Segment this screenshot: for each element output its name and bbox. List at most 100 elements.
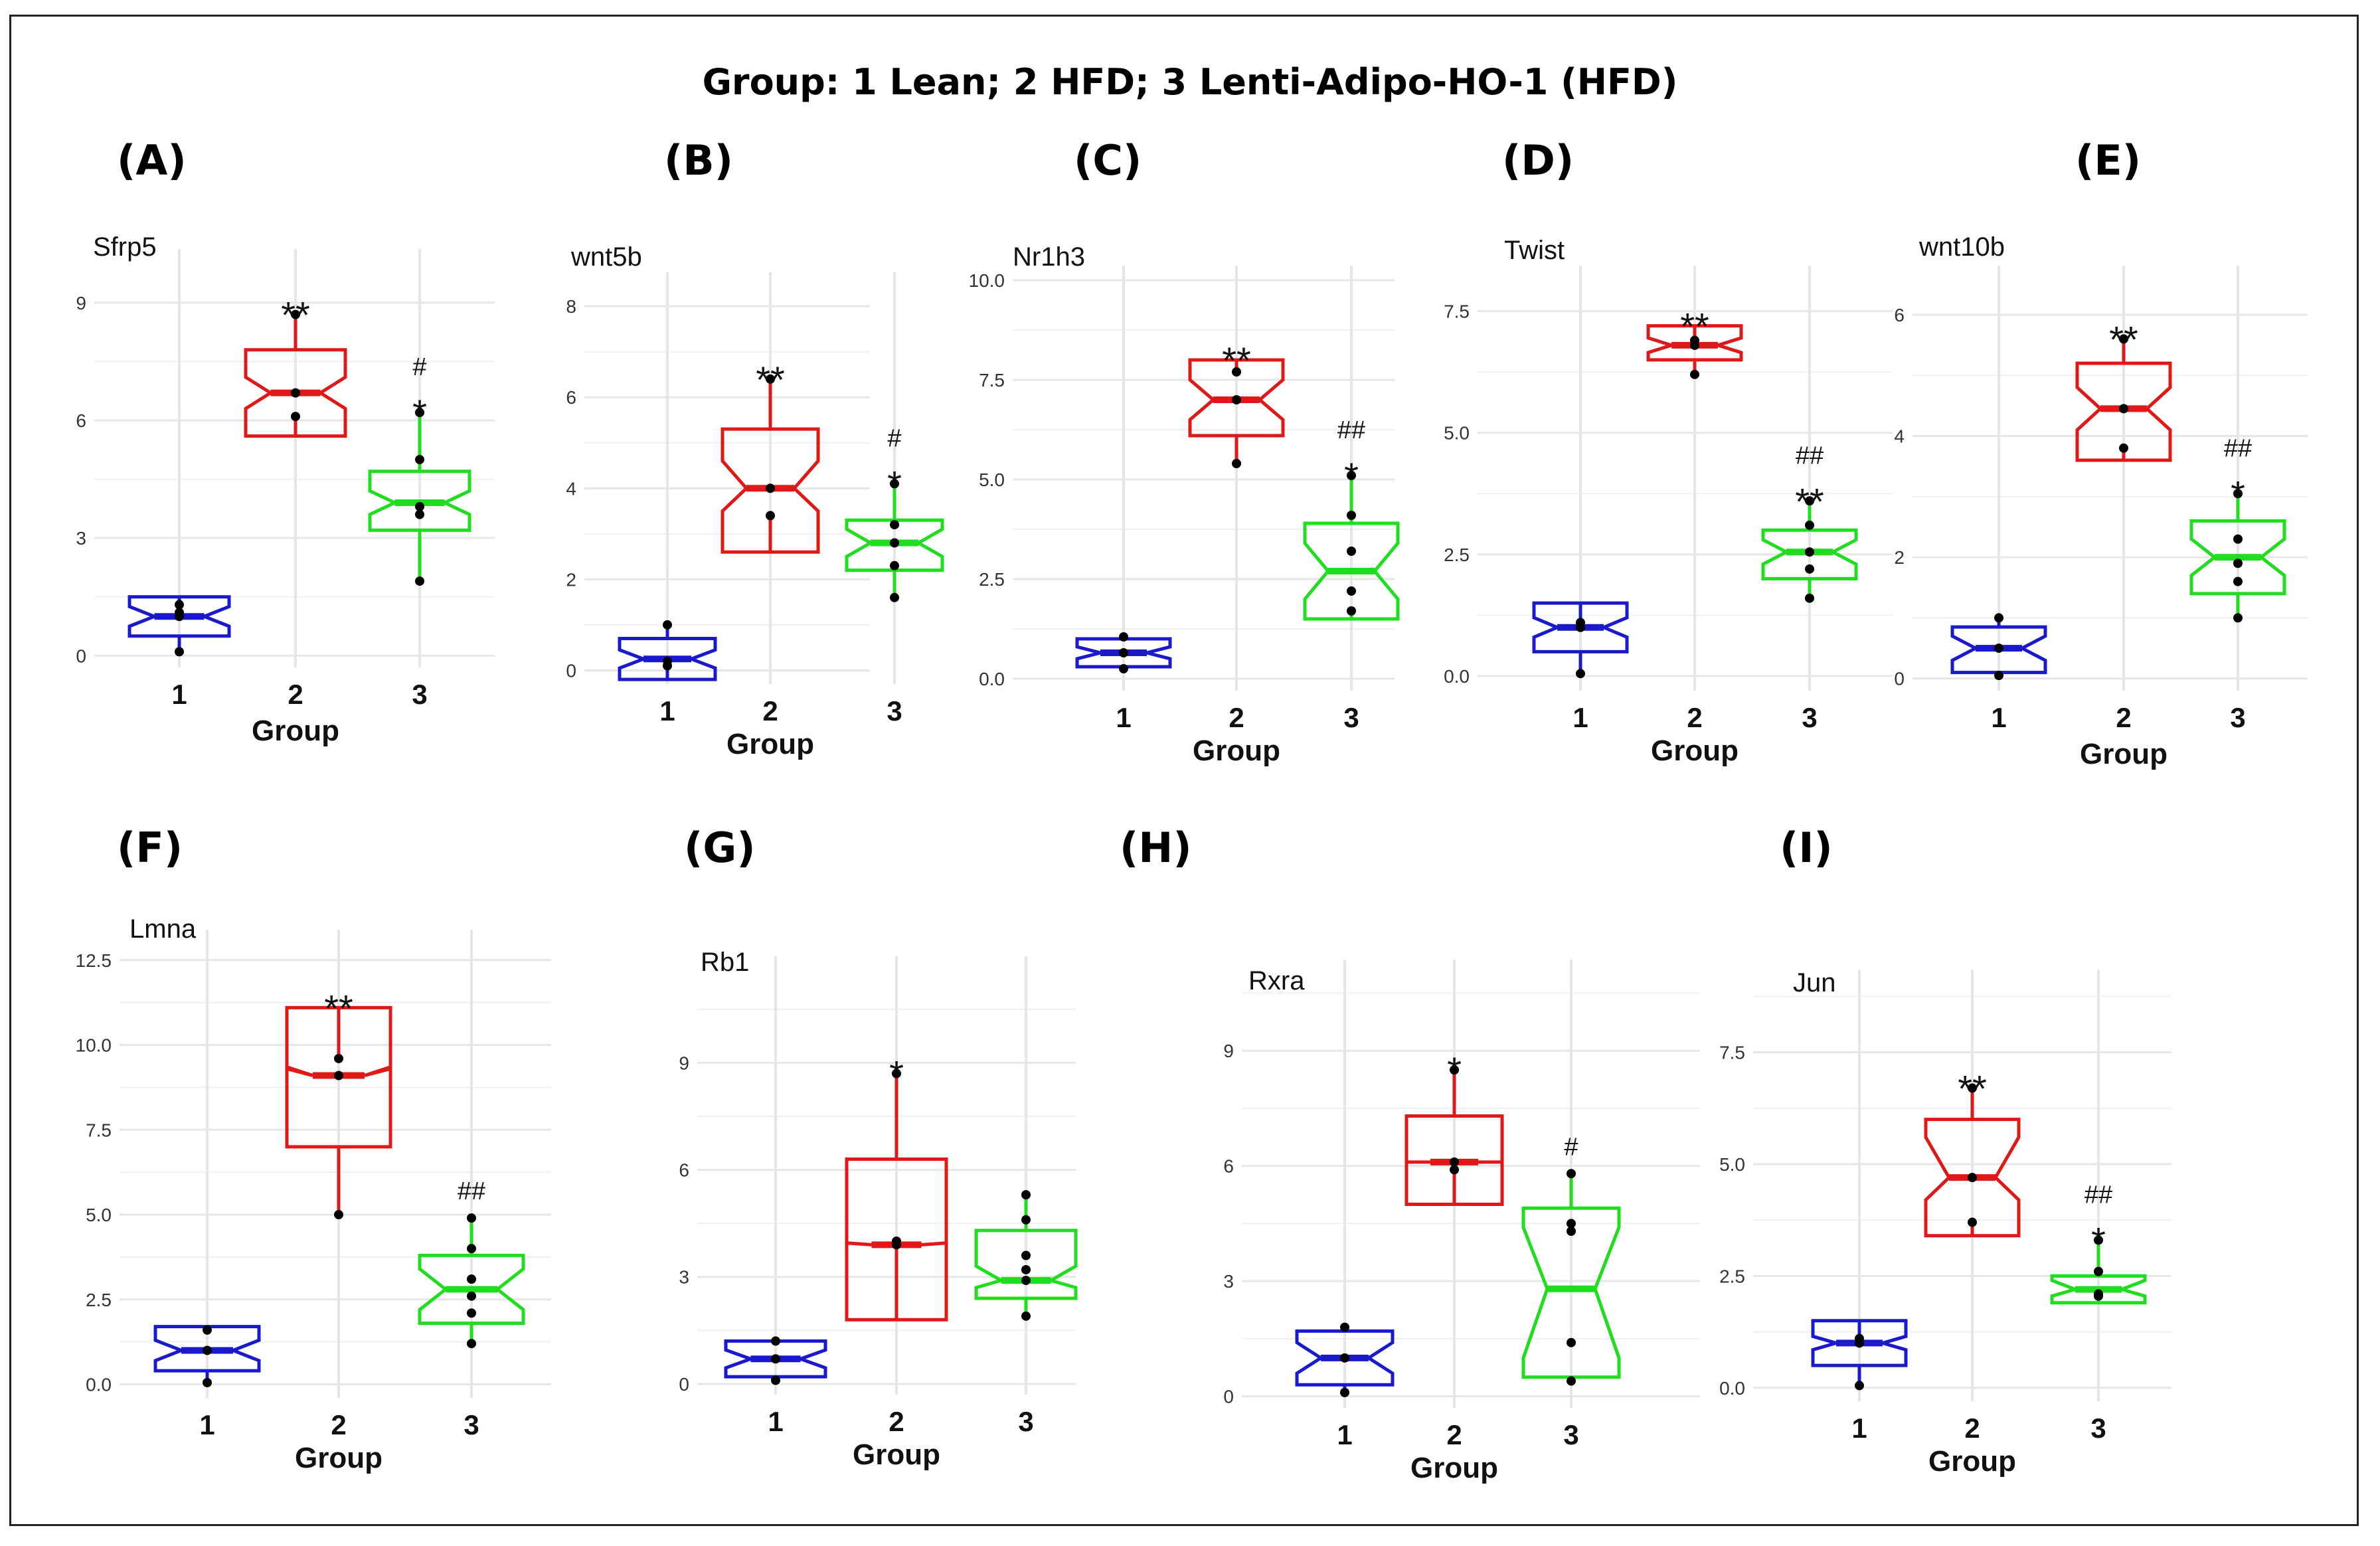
y-tick-label: 7.5 <box>1444 301 1470 322</box>
data-point <box>203 1378 212 1388</box>
figure-frame <box>9 15 2359 1526</box>
plot-title: wnt5b <box>570 242 642 272</box>
notched-box <box>845 1157 948 1322</box>
data-point <box>890 560 899 570</box>
y-tick-label: 5.0 <box>979 470 1005 490</box>
significance-star: ** <box>1680 305 1709 347</box>
x-tick-label: 2 <box>288 679 303 710</box>
y-tick-label: 6 <box>566 387 576 408</box>
data-point <box>1690 369 1699 379</box>
plot-title: Twist <box>1504 236 1565 265</box>
y-tick-label: 2.5 <box>979 569 1005 590</box>
y-tick-label: 5.0 <box>86 1205 112 1225</box>
data-point <box>467 1339 476 1349</box>
plot-title: Lmna <box>129 914 197 944</box>
notched-box <box>1521 1206 1621 1379</box>
data-point <box>415 455 424 465</box>
data-point <box>2119 404 2128 414</box>
y-tick-label: 8 <box>566 296 576 317</box>
notched-box <box>1295 1329 1395 1387</box>
data-point <box>1347 547 1356 556</box>
data-point <box>1567 1219 1576 1229</box>
x-axis-label: Group <box>726 728 814 760</box>
data-point <box>890 592 899 602</box>
y-tick-label: 0.0 <box>86 1375 112 1395</box>
notched-box <box>2189 519 2286 596</box>
notched-box <box>1950 625 2047 675</box>
data-point <box>1232 367 1241 377</box>
y-tick-label: 0.0 <box>1444 666 1470 687</box>
data-point <box>203 1345 212 1355</box>
figure-title: Group: 1 Lean; 2 HFD; 3 Lenti-Adipo-HO-1… <box>702 61 1678 103</box>
significance-star: * <box>1447 1049 1462 1091</box>
data-point <box>2094 1266 2103 1276</box>
x-axis-label: Group <box>1193 734 1280 767</box>
data-point <box>1567 1227 1576 1236</box>
y-tick-label: 2.5 <box>86 1290 112 1310</box>
notched-box <box>1646 324 1743 362</box>
data-point <box>1450 1165 1459 1175</box>
chart-panel-4: 0.0 2.5 5.0 7.5 Twist 1 2 3 Group ** ** ## <box>1444 236 1893 767</box>
panel-letter-i: (I) <box>1780 823 1833 872</box>
x-tick-label: 2 <box>1446 1419 1462 1450</box>
y-tick-label: 3 <box>1223 1271 1234 1292</box>
data-point <box>334 1071 343 1080</box>
data-point <box>1968 1173 1977 1183</box>
data-point <box>467 1274 476 1284</box>
data-point <box>1576 669 1585 679</box>
data-point <box>1805 593 1814 603</box>
y-tick-label: 6 <box>679 1160 689 1181</box>
data-point <box>2119 443 2128 453</box>
panel-letter-e: (E) <box>2075 136 2142 185</box>
panel-letter-a: (A) <box>117 136 187 185</box>
y-tick-label: 7.5 <box>979 370 1005 390</box>
data-point <box>1567 1376 1576 1386</box>
plot-title: Rxra <box>1248 966 1305 995</box>
data-point <box>663 656 672 666</box>
y-tick-label: 9 <box>76 293 86 313</box>
y-tick-label: 2.5 <box>1444 545 1470 565</box>
y-tick-label: 4 <box>1894 426 1905 447</box>
significance-hash: ## <box>1796 442 1824 470</box>
data-point <box>1340 1353 1349 1363</box>
y-tick-label: 2 <box>566 569 576 590</box>
plot-title: Jun <box>1793 968 1836 997</box>
significance-hash: ## <box>1337 416 1365 444</box>
y-tick-label: 9 <box>679 1053 689 1073</box>
data-point <box>467 1213 476 1223</box>
plot-title: Sfrp5 <box>93 232 157 262</box>
data-point <box>415 576 424 586</box>
data-point <box>1805 496 1814 506</box>
y-tick-label: 3 <box>76 528 86 549</box>
data-point <box>766 374 775 384</box>
data-point <box>1021 1311 1031 1321</box>
notched-box <box>618 636 717 681</box>
significance-hash: # <box>412 353 426 381</box>
significance-star: * <box>1344 455 1359 497</box>
y-tick-label: 0.0 <box>979 669 1005 689</box>
y-tick-label: 6 <box>1223 1156 1234 1177</box>
x-tick-label: 3 <box>1563 1419 1578 1450</box>
data-point <box>1021 1190 1031 1200</box>
x-tick-label: 1 <box>1991 702 2006 733</box>
data-point <box>1021 1264 1031 1274</box>
data-point <box>291 309 300 319</box>
notched-box <box>285 1005 392 1149</box>
data-point <box>1119 664 1128 673</box>
notched-box <box>153 1325 261 1373</box>
data-point <box>334 1053 343 1063</box>
data-point <box>1119 632 1128 642</box>
data-point <box>1340 1322 1349 1332</box>
significance-star: ** <box>1795 480 1824 522</box>
panel-letter-h: (H) <box>1120 823 1192 872</box>
data-point <box>1021 1276 1031 1286</box>
data-point <box>1968 1217 1977 1227</box>
data-point <box>2233 534 2243 544</box>
x-axis-label: Group <box>1651 734 1739 767</box>
data-point <box>771 1375 780 1385</box>
data-point <box>2094 1235 2103 1245</box>
data-point <box>1232 395 1241 404</box>
notched-box <box>721 427 820 554</box>
data-point <box>1567 1337 1576 1347</box>
